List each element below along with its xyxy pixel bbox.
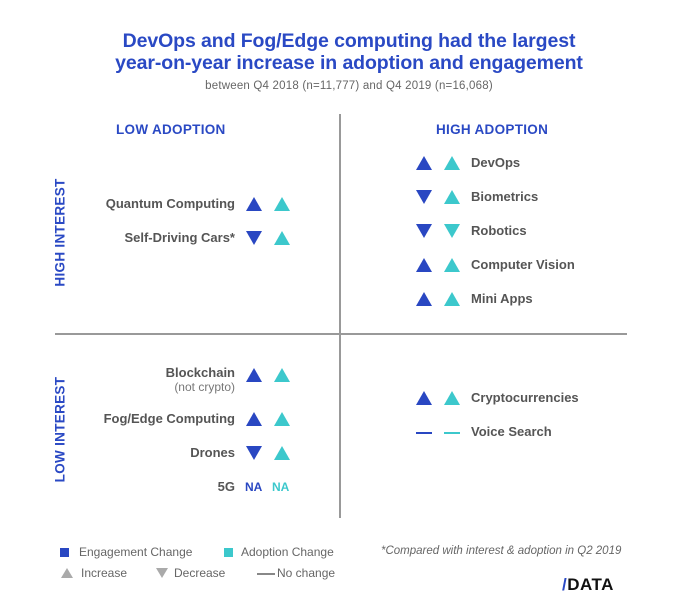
- legend-engagement-label: Engagement Change: [79, 545, 193, 559]
- no-change-dash-icon: [257, 573, 275, 575]
- engagement-na-label: NA: [245, 480, 263, 494]
- legend-increase-label: Increase: [81, 566, 128, 580]
- column-header-low-adoption: LOW ADOPTION: [116, 122, 226, 137]
- adoption-na-label: NA: [272, 480, 290, 494]
- engagement-increase-icon: [416, 292, 432, 306]
- title-line-2: year-on-year increase in adoption and en…: [115, 52, 583, 74]
- engagement-increase-icon: [246, 368, 262, 382]
- logo-slash: /: [562, 575, 568, 594]
- data-logo: /DATA: [562, 575, 614, 595]
- item-sublabel-blockchain: (not crypto): [174, 380, 235, 394]
- item-label-voice-search: Voice Search: [471, 424, 552, 439]
- item-label-blockchain: Blockchain: [165, 365, 235, 380]
- item-label-self-driving-cars: Self-Driving Cars*: [124, 230, 235, 245]
- engagement-no-change-icon: [416, 432, 432, 434]
- adoption-increase-icon: [444, 292, 460, 306]
- item-label-fog-edge-computing: Fog/Edge Computing: [103, 411, 235, 426]
- adoption-increase-icon: [274, 446, 290, 460]
- vertical-divider: [339, 114, 341, 518]
- legend-adoption-label: Adoption Change: [241, 545, 334, 559]
- item-label-biometrics: Biometrics: [471, 189, 539, 204]
- adoption-color-swatch: [224, 548, 233, 557]
- engagement-decrease-icon: [246, 231, 262, 245]
- increase-triangle-icon: [61, 568, 73, 578]
- decrease-triangle-icon: [156, 568, 168, 578]
- engagement-increase-icon: [246, 197, 262, 211]
- adoption-increase-icon: [444, 190, 460, 204]
- adoption-increase-icon: [444, 391, 460, 405]
- horizontal-divider: [55, 333, 627, 335]
- column-header-high-adoption: HIGH ADOPTION: [436, 122, 549, 137]
- item-label-computer-vision: Computer Vision: [471, 257, 575, 272]
- item-label-mini-apps: Mini Apps: [471, 291, 533, 306]
- engagement-increase-icon: [246, 412, 262, 426]
- footnote: *Compared with interest & adoption in Q2…: [381, 545, 622, 557]
- legend-no-change-label: No change: [277, 566, 336, 580]
- item-label-quantum-computing: Quantum Computing: [105, 196, 235, 211]
- adoption-increase-icon: [444, 156, 460, 170]
- item-label-robotics: Robotics: [471, 223, 527, 238]
- adoption-no-change-icon: [444, 432, 460, 434]
- title-line-1: DevOps and Fog/Edge computing had the la…: [122, 30, 576, 52]
- chart-subtitle: between Q4 2018 (n=11,777) and Q4 2019 (…: [205, 80, 493, 92]
- item-label-drones: Drones: [190, 445, 235, 460]
- item-label-devops: DevOps: [471, 155, 521, 170]
- chart-title: DevOps and Fog/Edge computing had the la…: [0, 30, 698, 74]
- legend-decrease-label: Decrease: [174, 566, 226, 580]
- adoption-decrease-icon: [444, 224, 460, 238]
- item-label-cryptocurrencies: Cryptocurrencies: [471, 390, 579, 405]
- adoption-increase-icon: [444, 258, 460, 272]
- engagement-color-swatch: [60, 548, 69, 557]
- engagement-increase-icon: [416, 258, 432, 272]
- engagement-increase-icon: [416, 156, 432, 170]
- adoption-increase-icon: [274, 368, 290, 382]
- adoption-increase-icon: [274, 412, 290, 426]
- adoption-increase-icon: [274, 197, 290, 211]
- engagement-decrease-icon: [246, 446, 262, 460]
- engagement-decrease-icon: [416, 224, 432, 238]
- engagement-decrease-icon: [416, 190, 432, 204]
- adoption-increase-icon: [274, 231, 290, 245]
- engagement-increase-icon: [416, 391, 432, 405]
- item-label-5g: 5G: [217, 479, 235, 494]
- logo-text: DATA: [567, 575, 614, 594]
